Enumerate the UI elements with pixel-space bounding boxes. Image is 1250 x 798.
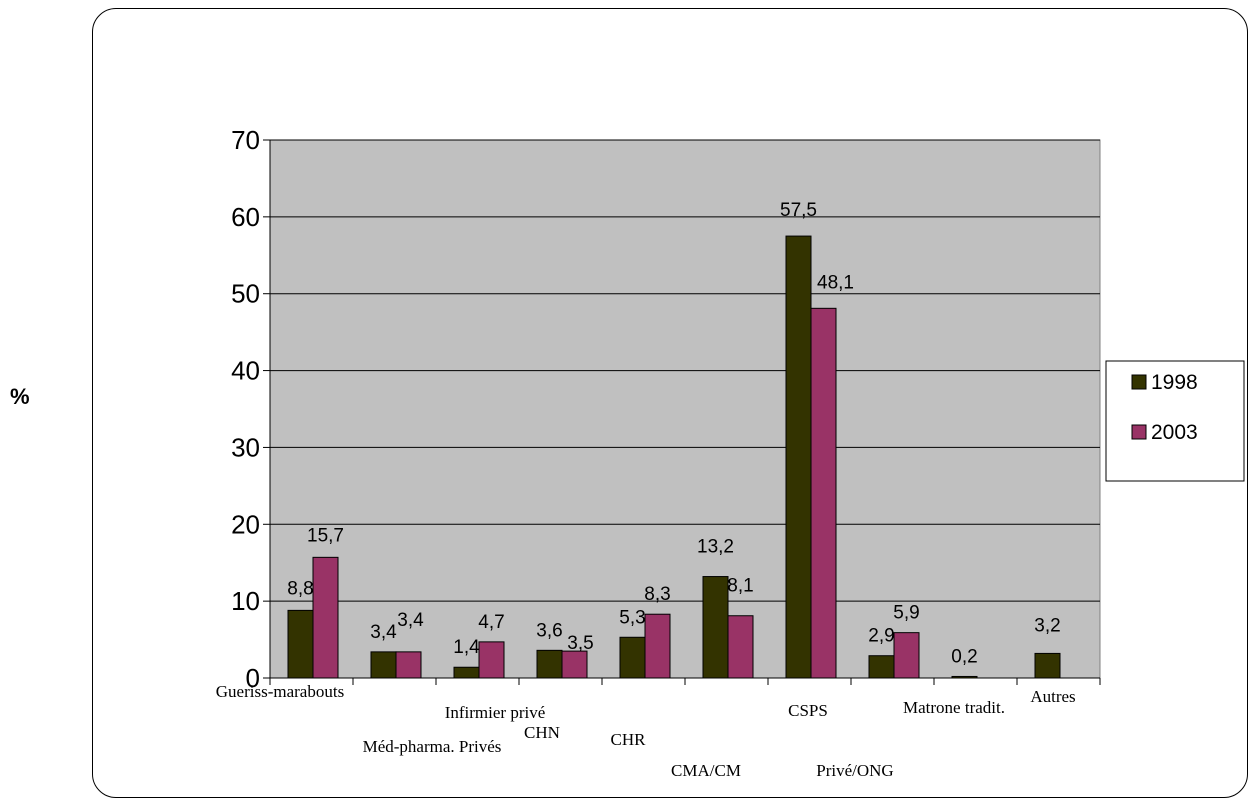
x-category-label: CMA/CM bbox=[671, 761, 741, 780]
x-category-label: Méd-pharma. Privés bbox=[363, 737, 502, 756]
x-category-label: CHN bbox=[524, 723, 560, 742]
plot-area bbox=[269, 139, 1101, 679]
y-tick-label: 50 bbox=[231, 279, 260, 309]
data-label: 5,3 bbox=[619, 607, 645, 628]
bar-2003 bbox=[810, 307, 837, 679]
bar-2003 bbox=[478, 641, 505, 679]
bar-1998 bbox=[619, 636, 646, 679]
legend-swatch-1998 bbox=[1131, 374, 1147, 390]
data-label: 8,3 bbox=[644, 584, 670, 605]
data-label: 3,6 bbox=[536, 620, 562, 641]
bar-1998 bbox=[370, 651, 397, 679]
data-label: 15,7 bbox=[307, 525, 344, 546]
data-label: 3,4 bbox=[370, 622, 397, 643]
data-label: 5,9 bbox=[893, 603, 919, 624]
x-category-label: Gueriss-marabouts bbox=[216, 682, 344, 701]
y-axis-label: % bbox=[10, 384, 30, 409]
y-tick-label: 20 bbox=[231, 509, 260, 539]
y-tick-label: 10 bbox=[231, 586, 260, 616]
legend-box bbox=[1105, 360, 1245, 482]
data-label: 3,4 bbox=[397, 610, 424, 631]
x-category-label: Infirmier privé bbox=[445, 703, 546, 722]
data-label: 13,2 bbox=[697, 537, 734, 558]
x-category-label: Matrone tradit. bbox=[903, 698, 1005, 717]
bar-1998 bbox=[536, 649, 563, 679]
data-label: 3,5 bbox=[567, 633, 593, 654]
bar-2003 bbox=[893, 632, 920, 679]
bar-2003 bbox=[561, 650, 588, 679]
bar-1998 bbox=[951, 675, 978, 679]
y-tick-label: 70 bbox=[231, 125, 260, 155]
bar-1998 bbox=[453, 666, 480, 679]
y-tick-label: 40 bbox=[231, 356, 260, 386]
x-category-label: CHR bbox=[611, 730, 647, 749]
bar-2003 bbox=[395, 651, 422, 679]
legend-label: 2003 bbox=[1151, 421, 1198, 444]
bar-1998 bbox=[287, 609, 314, 679]
bar-1998 bbox=[785, 235, 812, 679]
data-label: 8,8 bbox=[287, 578, 313, 599]
legend-swatch-2003 bbox=[1131, 424, 1147, 440]
legend-label: 1998 bbox=[1151, 371, 1198, 394]
x-category-label: CSPS bbox=[788, 701, 828, 720]
y-tick-label: 0 bbox=[246, 663, 260, 693]
bar-2003 bbox=[312, 556, 339, 679]
x-category-label: Privé/ONG bbox=[816, 761, 893, 780]
data-label: 4,7 bbox=[478, 612, 504, 633]
bar-2003 bbox=[727, 615, 754, 679]
data-label: 57,5 bbox=[780, 200, 817, 221]
data-label: 0,2 bbox=[951, 646, 977, 667]
bar-1998 bbox=[868, 655, 895, 679]
bar-2003 bbox=[644, 613, 671, 679]
data-label: 48,1 bbox=[817, 272, 854, 293]
data-label: 3,2 bbox=[1034, 615, 1060, 636]
bar-1998 bbox=[702, 576, 729, 679]
data-label: 1,4 bbox=[453, 637, 480, 658]
data-label: 8,1 bbox=[727, 576, 753, 597]
y-tick-label: 60 bbox=[231, 202, 260, 232]
data-label: 2,9 bbox=[868, 626, 894, 647]
bar-1998 bbox=[1034, 652, 1061, 679]
x-category-label: Autres bbox=[1030, 687, 1075, 706]
bar-chart: 0 10 20 30 40 50 60 70 8,8 3,4 1,4 3,6 5,3 13,2 57,5 2,… bbox=[216, 125, 1245, 780]
y-tick-label: 30 bbox=[231, 432, 260, 462]
